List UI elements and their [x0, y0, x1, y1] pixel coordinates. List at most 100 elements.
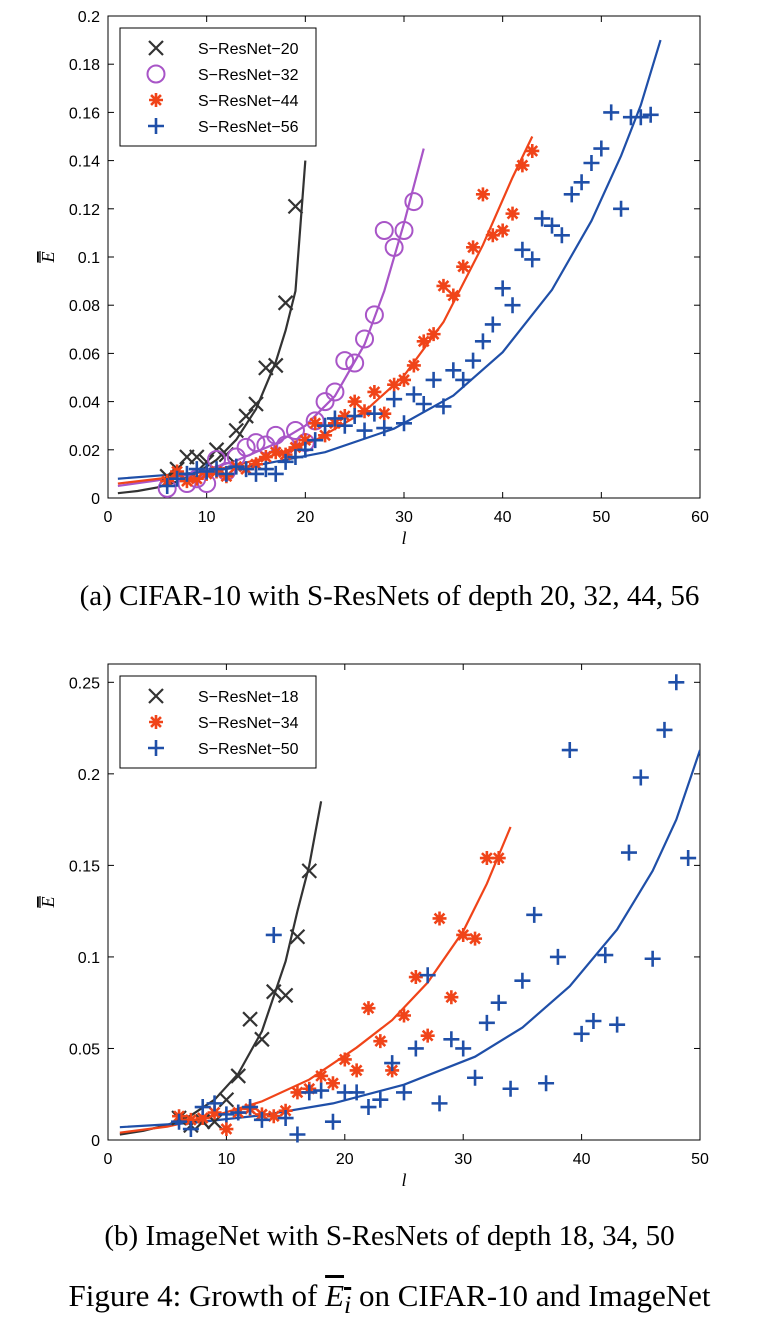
data-point: [356, 422, 373, 439]
x-tick-label: 30: [454, 1151, 472, 1168]
y-tick-label: 0.02: [69, 443, 100, 460]
data-point: [397, 372, 411, 387]
data-point: [345, 353, 365, 373]
data-point: [355, 329, 375, 349]
data-point: [431, 1095, 448, 1112]
y-tick-label: 0.14: [69, 154, 100, 171]
fit-curve: [119, 801, 323, 1136]
data-point: [475, 187, 490, 202]
data-point: [573, 1025, 590, 1042]
data-point: [364, 305, 384, 325]
data-point: [583, 155, 600, 172]
data-point: [238, 461, 255, 478]
y-tick-label: 0.1: [78, 250, 100, 267]
data-point: [317, 417, 334, 434]
legend-marker: [148, 40, 164, 56]
data-point: [377, 406, 392, 421]
data-point: [549, 948, 566, 965]
data-point: [544, 217, 560, 234]
data-point: [207, 1105, 222, 1120]
data-point: [178, 465, 195, 482]
data-point: [242, 1011, 258, 1027]
data-point: [189, 471, 204, 486]
data-point: [236, 437, 256, 457]
data-point: [396, 415, 412, 432]
data-point: [495, 223, 510, 238]
data-point: [357, 404, 372, 419]
x-axis-label: l: [401, 1170, 406, 1190]
data-point: [366, 405, 383, 422]
data-point: [406, 358, 421, 373]
series-markers: [159, 104, 659, 494]
data-point: [656, 721, 673, 738]
data-point: [573, 174, 590, 191]
x-tick-label: 20: [336, 1151, 354, 1168]
data-point: [308, 416, 323, 431]
x-tick-label: 20: [296, 509, 314, 526]
caption-a: (a) CIFAR-10 with S-ResNets of depth 20,…: [79, 580, 700, 612]
data-point: [290, 1085, 305, 1100]
data-point: [206, 1095, 223, 1112]
data-point: [325, 1076, 340, 1091]
data-point: [336, 417, 353, 434]
data-point: [188, 461, 205, 478]
data-point: [367, 384, 382, 399]
x-tick-label: 60: [691, 509, 709, 526]
fit-curve: [119, 749, 700, 1129]
y-tick-label: 0.18: [69, 57, 100, 74]
x-tick-label: 10: [198, 509, 216, 526]
data-point: [267, 465, 284, 482]
y-axis-label: E: [38, 897, 58, 909]
legend-marker: [146, 64, 166, 84]
y-tick-label: 0.2: [78, 767, 100, 784]
figure-caption-symbol: Ei: [325, 1278, 352, 1320]
data-point: [455, 1040, 472, 1057]
y-tick-label: 0.12: [69, 202, 100, 219]
data-point: [349, 1063, 364, 1078]
legend-marker: [148, 118, 164, 134]
y-tick-label: 0.25: [69, 675, 100, 692]
data-point: [466, 240, 481, 255]
y-tick-label: 0.15: [69, 858, 100, 875]
data-point: [208, 461, 225, 478]
data-point: [219, 1122, 234, 1137]
data-point: [505, 206, 520, 221]
data-point: [524, 251, 541, 268]
legend-marker: [148, 740, 164, 756]
x-tick-label: 40: [494, 509, 512, 526]
data-point: [525, 143, 540, 158]
data-point: [277, 987, 294, 1004]
data-point: [491, 851, 506, 866]
data-point: [335, 351, 355, 371]
data-point: [593, 140, 610, 157]
data-point: [644, 950, 661, 967]
data-point: [324, 1113, 341, 1130]
data-point: [415, 396, 432, 413]
fit-curve: [117, 148, 425, 488]
data-point: [504, 297, 521, 314]
data-point: [277, 453, 294, 470]
data-point: [258, 450, 273, 465]
data-point: [534, 210, 551, 227]
data-point: [289, 929, 306, 945]
data-point: [208, 442, 225, 458]
data-point: [416, 334, 431, 349]
data-point: [419, 967, 436, 984]
data-point: [265, 983, 282, 1000]
series-markers: [171, 674, 697, 1143]
data-point: [298, 433, 313, 448]
data-point: [315, 392, 335, 412]
data-point: [384, 237, 404, 257]
data-point: [467, 1069, 484, 1086]
data-point: [228, 458, 245, 475]
data-point: [230, 1104, 247, 1121]
plot-frame: [107, 663, 701, 1141]
data-point: [248, 396, 264, 412]
data-point: [609, 1016, 626, 1033]
data-point: [254, 1031, 270, 1048]
data-point: [396, 1084, 412, 1101]
data-point: [494, 280, 511, 297]
data-point: [326, 410, 343, 427]
data-point: [404, 192, 424, 212]
chart-b-imagenet: 0 10 20 30 40 50 0 0.05 0.1 0.15 0.2 0.25 l E S−ResNet…: [38, 663, 709, 1190]
